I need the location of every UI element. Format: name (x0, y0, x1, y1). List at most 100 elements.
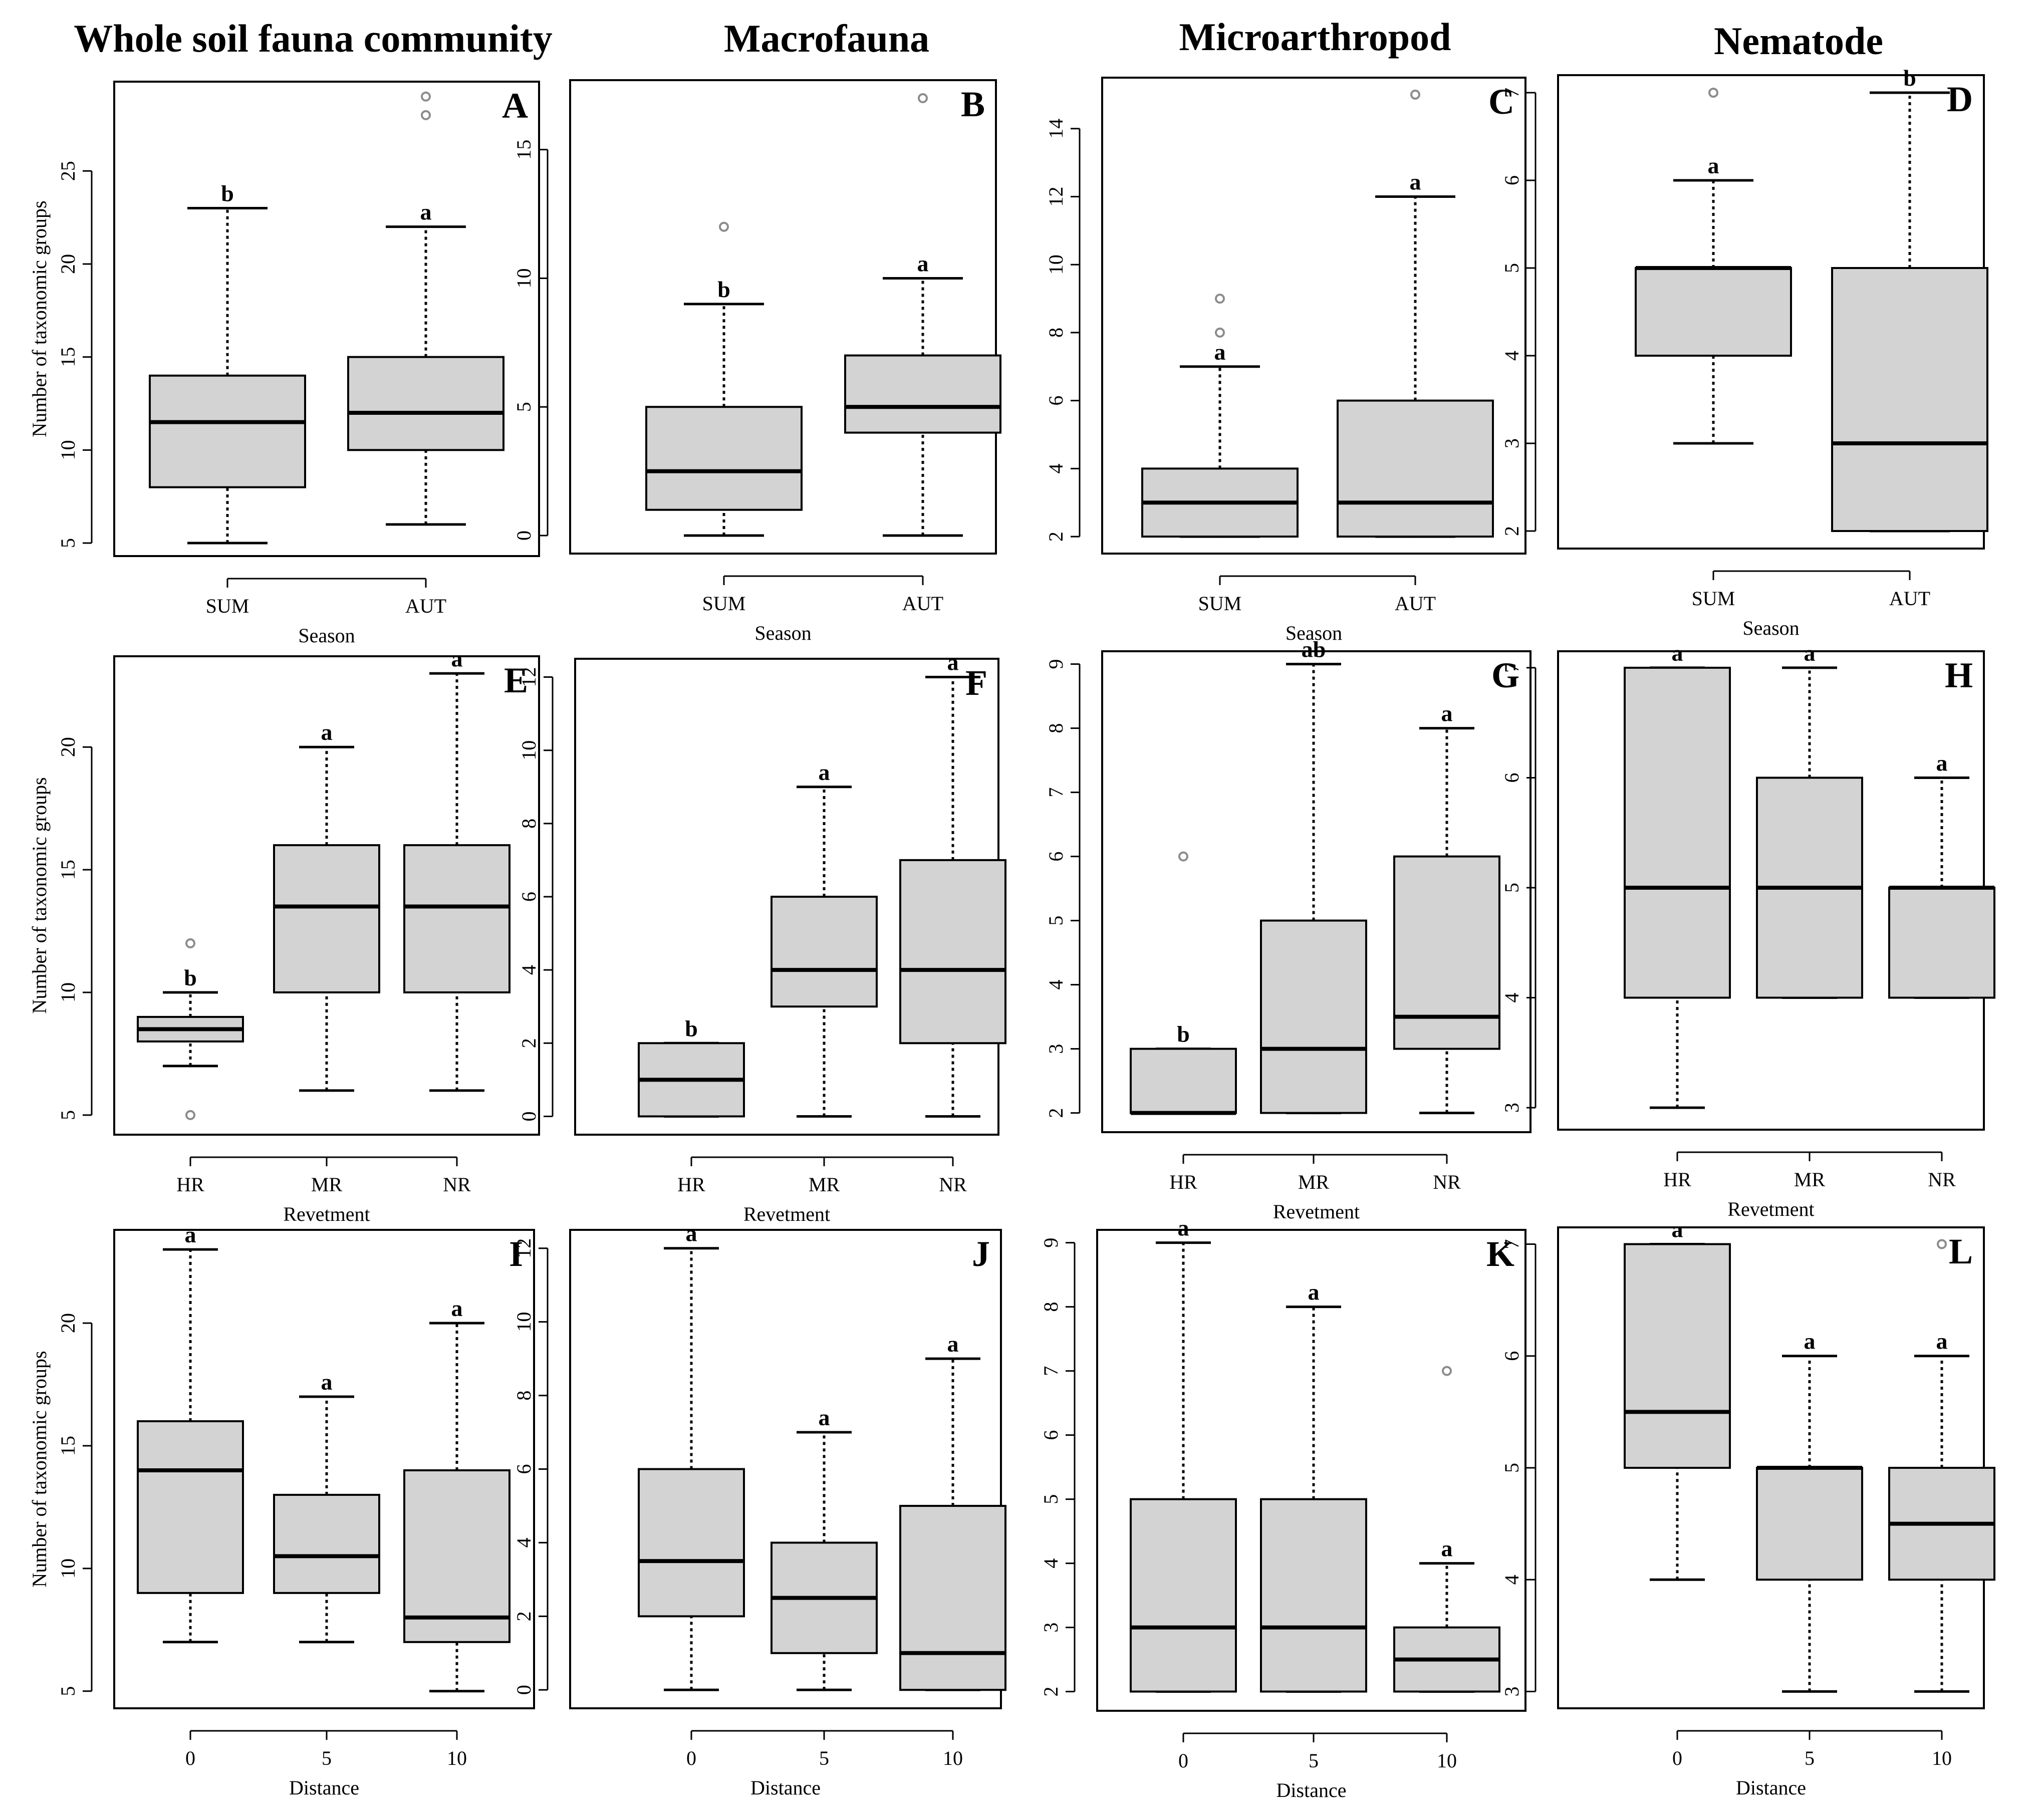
box-AUT: b (1831, 65, 1988, 533)
y-tick-label: 15 (513, 140, 535, 160)
significance-letter: a (1672, 640, 1683, 666)
y-tick-label: 10 (57, 982, 79, 1002)
y-tick-label: 6 (1500, 175, 1523, 185)
plot-frame (113, 81, 540, 557)
outlier-point (1215, 327, 1225, 338)
y-tick-label: 12 (513, 1238, 535, 1258)
significance-letter: a (819, 1405, 830, 1430)
x-tick-label: HR (677, 1173, 705, 1196)
x-axis-title: Revetment (1273, 1200, 1360, 1223)
y-tick-label: 20 (57, 737, 79, 757)
significance-letter: a (420, 199, 432, 225)
box-HR: b (638, 1015, 745, 1118)
significance-letter: b (184, 965, 197, 990)
iqr-box (149, 374, 306, 488)
panel-K: K 2 3 4 5 6 7 8 9 0 5 10 Distance a a a (1040, 1215, 1526, 1801)
y-axis-title: Number of taxonomic groups (28, 777, 51, 1013)
x-tick-label: NR (1928, 1168, 1956, 1191)
y-tick-label: 8 (513, 1391, 535, 1401)
outlier-point (1442, 1366, 1452, 1376)
y-tick-label: 0 (518, 1111, 540, 1121)
iqr-box (1888, 887, 1995, 999)
x-tick-label: HR (1663, 1168, 1691, 1191)
y-tick-label: 6 (513, 1464, 535, 1474)
x-tick-label: MR (1298, 1171, 1330, 1193)
significance-letter: a (686, 1221, 697, 1246)
iqr-box (403, 1469, 510, 1643)
significance-letter: a (1441, 1536, 1453, 1562)
x-tick-label: 5 (1309, 1749, 1319, 1772)
y-tick-label: 12 (518, 667, 540, 687)
x-axis-title: Revetment (1727, 1198, 1814, 1220)
y-tick-label: 14 (1045, 119, 1067, 139)
significance-letter: a (1308, 1279, 1320, 1305)
iqr-box (1624, 666, 1731, 999)
plot-frame (569, 79, 997, 555)
significance-letter: a (947, 650, 959, 675)
y-tick-label: 7 (1500, 1239, 1523, 1249)
iqr-box (403, 844, 510, 993)
box-MR: a (1756, 640, 1863, 999)
iqr-box (273, 844, 380, 993)
iqr-box (273, 1493, 380, 1594)
outlier-point (185, 1110, 195, 1120)
significance-letter: a (917, 250, 929, 276)
y-tick-label: 6 (1500, 772, 1523, 783)
x-tick-label: 0 (686, 1747, 696, 1769)
y-tick-label: 5 (513, 402, 535, 412)
significance-letter: b (1903, 65, 1916, 91)
y-tick-label: 5 (57, 1110, 79, 1120)
y-tick-label: 5 (1045, 916, 1067, 926)
iqr-box (137, 1420, 244, 1594)
box-MR: a (273, 719, 380, 1092)
box-NR: a (1888, 750, 1995, 999)
box-0: a (1624, 1216, 1731, 1581)
iqr-box (1393, 855, 1500, 1050)
x-tick-label: 0 (1672, 1747, 1682, 1769)
plot-frame (569, 1229, 1002, 1709)
x-axis-title: Distance (289, 1776, 359, 1799)
box-HR: b (137, 938, 244, 1120)
outlier-point (421, 91, 431, 102)
box-0: a (137, 1222, 244, 1644)
y-tick-label: 6 (1045, 396, 1067, 406)
panel-letter: I (509, 1234, 523, 1274)
x-tick-label: MR (809, 1173, 840, 1196)
x-axis-title: Season (754, 622, 811, 644)
iqr-box (1130, 1498, 1237, 1693)
y-tick-label: 5 (57, 1686, 79, 1696)
y-tick-label: 3 (1500, 1687, 1523, 1697)
iqr-box (771, 896, 878, 1008)
x-axis-title: Distance (750, 1776, 821, 1799)
box-SUM: b (645, 221, 803, 537)
iqr-box (1260, 919, 1367, 1114)
significance-letter: a (1178, 1215, 1189, 1241)
x-tick-label: 5 (1805, 1747, 1815, 1769)
panel-letter: H (1945, 655, 1973, 695)
iqr-box (1756, 1467, 1863, 1581)
y-tick-label: 7 (1040, 1366, 1062, 1376)
y-tick-label: 10 (518, 740, 540, 760)
x-tick-label: AUT (902, 592, 943, 615)
y-tick-label: 4 (1500, 1575, 1523, 1585)
column-title-whole-community: Whole soil fauna community (74, 17, 553, 60)
y-tick-label: 25 (57, 161, 79, 181)
column-title-macrofauna: Macrofauna (724, 17, 929, 60)
iqr-box (1635, 267, 1792, 357)
y-tick-label: 7 (1500, 663, 1523, 673)
significance-letter: a (1936, 1329, 1948, 1354)
x-tick-label: 0 (1178, 1749, 1188, 1772)
box-5: a (771, 1405, 878, 1691)
y-tick-label: 8 (518, 819, 540, 829)
panel-letter: B (961, 84, 985, 124)
box-5: a (1756, 1329, 1863, 1693)
y-tick-label: 10 (1045, 254, 1067, 275)
y-tick-label: 8 (1045, 328, 1067, 338)
panel-D: D 2 3 4 5 6 7 SUM AUT Season a b (1500, 65, 1988, 639)
iqr-box (899, 859, 1006, 1045)
y-tick-label: 5 (1500, 1463, 1523, 1473)
outlier-point (1178, 851, 1188, 862)
panel-letter: J (972, 1234, 990, 1274)
